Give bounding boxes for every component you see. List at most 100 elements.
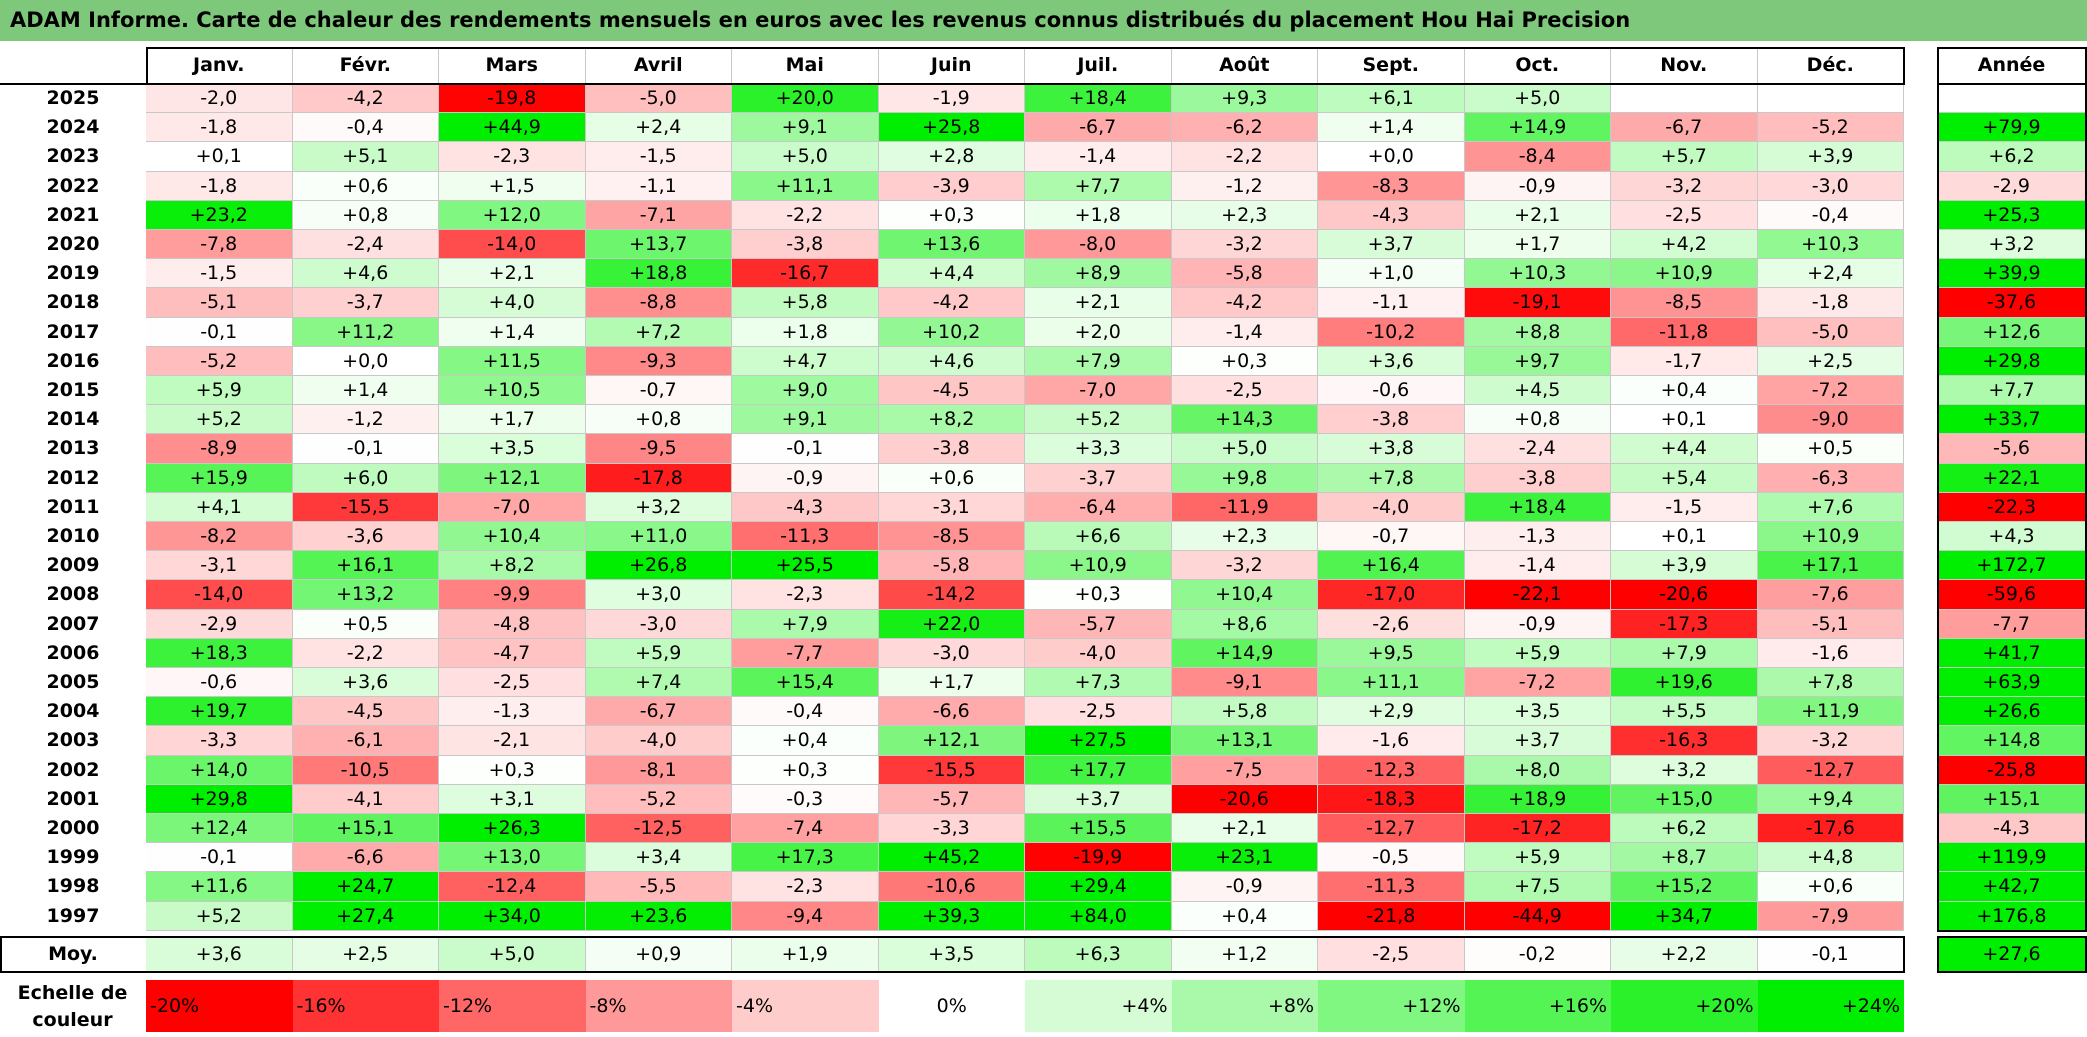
year-label: 2003: [46, 729, 100, 752]
heatmap-cell: -4,2: [292, 84, 439, 114]
heatmap-cell: -16,3: [1611, 726, 1758, 756]
heatmap-cell: -16,7: [732, 259, 879, 289]
heatmap-cell: -4,7: [439, 638, 586, 668]
heatmap-cell: -22,1: [1464, 580, 1611, 610]
heatmap-cell: -9,3: [585, 346, 732, 376]
color-scale-swatch: +16%: [1464, 980, 1611, 1032]
header-rule: [0, 83, 1905, 85]
heatmap-cell: -1,4: [1464, 551, 1611, 581]
heatmap-cell: -8,8: [585, 288, 732, 318]
heatmap-cell: -0,9: [1464, 609, 1611, 639]
heatmap-cell: -5,1: [1757, 609, 1904, 639]
average-cell: +6,3: [1025, 936, 1172, 972]
heatmap-cell: +24,7: [292, 872, 439, 902]
heatmap-cell: +0,1: [1611, 522, 1758, 552]
year-label: 1997: [46, 904, 100, 927]
heatmap-cell: -4,2: [878, 288, 1025, 318]
year-label: 2025: [46, 87, 100, 109]
heatmap-cell: +7,3: [1025, 668, 1172, 698]
heatmap-cell: +4,7: [732, 346, 879, 376]
heatmap-cell: -3,8: [732, 230, 879, 260]
heatmap-cell: +7,8: [1757, 668, 1904, 698]
heatmap-cell: -18,3: [1318, 784, 1465, 814]
heatmap-cell: +5,2: [146, 901, 293, 931]
heatmap-cell: +5,9: [146, 376, 293, 406]
month-header: Août: [1172, 47, 1318, 84]
heatmap-cell: -0,1: [732, 434, 879, 464]
month-header: Déc.: [1758, 47, 1904, 84]
heatmap-cell: +6,0: [292, 463, 439, 493]
heatmap-cell: +7,5: [1464, 872, 1611, 902]
heatmap-cell: -3,2: [1611, 171, 1758, 201]
heatmap-cell: +5,0: [1171, 434, 1318, 464]
heatmap-cell: +3,7: [1318, 230, 1465, 260]
month-header: Janv.: [146, 47, 293, 84]
annual-average-cell: +27,6: [1937, 936, 2087, 972]
heatmap-cell: -5,8: [1171, 259, 1318, 289]
heatmap-cell: -2,5: [439, 668, 586, 698]
annual-cell: +7,7: [1937, 376, 2087, 406]
annual-cell: +14,8: [1937, 726, 2087, 756]
average-cell: +3,5: [878, 936, 1025, 972]
heatmap-cell: -1,8: [146, 113, 293, 143]
heatmap-cell: -1,3: [1464, 522, 1611, 552]
heatmap-cell: +16,4: [1318, 551, 1465, 581]
heatmap-cell: -0,1: [292, 434, 439, 464]
heatmap-cell: -1,5: [1611, 492, 1758, 522]
heatmap-cell: +18,4: [1464, 492, 1611, 522]
heatmap-cell: -9,1: [1171, 668, 1318, 698]
heatmap-cell: +5,2: [1025, 405, 1172, 435]
heatmap-cell: -12,5: [585, 814, 732, 844]
heatmap-cell: -4,2: [1171, 288, 1318, 318]
year-label: 2021: [46, 203, 100, 226]
annual-cell: -59,6: [1937, 580, 2087, 610]
heatmap-cell: -0,9: [1464, 171, 1611, 201]
heatmap-cell: -8,5: [878, 522, 1025, 552]
heatmap-cell: +5,9: [1464, 843, 1611, 873]
heatmap-cell: -2,1: [439, 726, 586, 756]
heatmap-cell: +29,8: [146, 784, 293, 814]
heatmap-cell: -1,1: [1318, 288, 1465, 318]
average-label: Moy.: [48, 942, 98, 965]
heatmap-cell: +19,7: [146, 697, 293, 727]
year-label: 2012: [46, 466, 100, 489]
heatmap-cell: -2,3: [732, 872, 879, 902]
heatmap-cell: +3,3: [1025, 434, 1172, 464]
heatmap-cell: +15,1: [292, 814, 439, 844]
heatmap-cell: -8,2: [146, 522, 293, 552]
year-label: 2008: [46, 583, 100, 606]
heatmap-cell: +2,1: [1171, 814, 1318, 844]
heatmap-cell: +0,3: [1171, 346, 1318, 376]
heatmap-cell: -8,4: [1464, 142, 1611, 172]
heatmap-cell: -2,5: [1611, 200, 1758, 230]
heatmap-cell: +25,8: [878, 113, 1025, 143]
heatmap-cell: -8,3: [1318, 171, 1465, 201]
heatmap-cell: +4,8: [1757, 843, 1904, 873]
heatmap-cell: +12,4: [146, 814, 293, 844]
heatmap-cell: -2,0: [146, 84, 293, 114]
heatmap-cell: -6,6: [292, 843, 439, 873]
heatmap-cell: -3,8: [1318, 405, 1465, 435]
heatmap-cell: +8,9: [1025, 259, 1172, 289]
heatmap-cell: +1,7: [1464, 230, 1611, 260]
heatmap-cell: +0,4: [1171, 901, 1318, 931]
heatmap-cell: +0,5: [1757, 434, 1904, 464]
heatmap-cell: -20,6: [1611, 580, 1758, 610]
year-label: 2018: [46, 291, 100, 314]
year-label: 2013: [46, 437, 100, 460]
month-header: Févr.: [293, 47, 439, 84]
chart-title: ADAM Informe. Carte de chaleur des rende…: [0, 0, 2087, 41]
heatmap-cell: +18,8: [585, 259, 732, 289]
heatmap-cell: +13,1: [1171, 726, 1318, 756]
annual-cell: -5,6: [1937, 434, 2087, 464]
heatmap-cell: +8,0: [1464, 755, 1611, 785]
heatmap-cell: +3,2: [1611, 755, 1758, 785]
year-label: 2024: [46, 116, 100, 139]
heatmap-cell: +27,4: [292, 901, 439, 931]
heatmap-cell: +0,1: [1611, 405, 1758, 435]
heatmap-cell: -0,5: [1318, 843, 1465, 873]
heatmap-cell: +5,9: [1464, 638, 1611, 668]
heatmap-cell: +0,8: [1464, 405, 1611, 435]
heatmap-cell: +0,3: [878, 200, 1025, 230]
heatmap-cell: +34,0: [439, 901, 586, 931]
